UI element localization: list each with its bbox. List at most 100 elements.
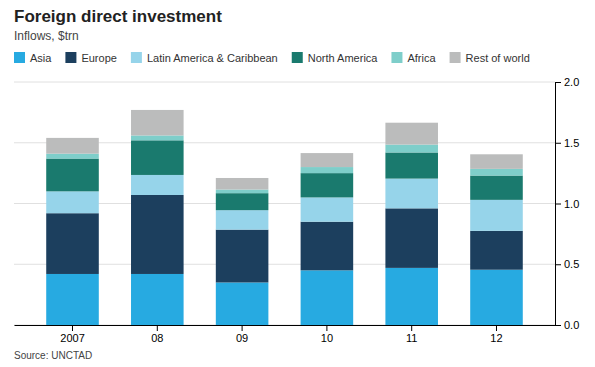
legend-swatch — [131, 52, 142, 63]
bar — [216, 193, 269, 210]
x-tick: 12 — [490, 325, 502, 344]
y-tick-mark — [555, 204, 561, 205]
legend-label: Africa — [407, 52, 436, 64]
bar — [385, 152, 438, 178]
y-tick-label: 1.5 — [564, 137, 579, 149]
legend-item: North America — [292, 52, 379, 64]
x-tick-label: 09 — [236, 332, 248, 344]
legend-swatch — [391, 52, 402, 63]
bar — [46, 191, 99, 213]
bar — [470, 231, 523, 270]
legend-swatch — [65, 52, 76, 63]
bar-series — [46, 110, 523, 190]
bar — [470, 176, 523, 200]
bar — [216, 282, 269, 325]
chart: Foreign direct investment Inflows, $trn As… — [0, 0, 595, 367]
x-axis-line — [15, 325, 556, 326]
x-axis: 2007 08 09 10 11 12 — [15, 325, 556, 344]
x-tick-mark — [157, 325, 158, 331]
bar — [131, 140, 184, 175]
bar — [385, 268, 438, 325]
y-tick-label: 0.0 — [564, 319, 579, 331]
bar — [131, 175, 184, 195]
x-tick-label: 12 — [490, 332, 502, 344]
x-tick-mark — [496, 325, 497, 331]
y-tick: 1.0 — [555, 198, 579, 210]
x-tick-label: 08 — [151, 332, 163, 344]
legend-swatch — [14, 52, 25, 63]
bar — [216, 210, 269, 229]
bar — [385, 145, 438, 153]
legend-swatch — [450, 52, 461, 63]
x-tick-mark — [326, 325, 327, 331]
bar — [46, 274, 99, 325]
y-tick-mark — [555, 325, 561, 326]
legend-label: Asia — [30, 52, 52, 64]
bar — [131, 135, 184, 140]
bar — [131, 110, 184, 136]
x-tick: 2007 — [60, 325, 84, 344]
y-tick: 0.0 — [555, 319, 579, 331]
bar — [385, 208, 438, 268]
bar — [46, 138, 99, 154]
legend-label: North America — [308, 52, 379, 64]
bar — [470, 270, 523, 325]
grid — [14, 82, 555, 325]
legend-item: Rest of world — [450, 52, 530, 64]
bar — [470, 200, 523, 231]
bar — [46, 159, 99, 192]
bar-series — [46, 195, 523, 282]
bars — [46, 110, 523, 325]
title: Foreign direct investment — [14, 7, 222, 26]
bar — [301, 173, 354, 197]
bar — [301, 167, 354, 173]
bar — [470, 169, 523, 176]
bar — [301, 197, 354, 221]
bar-series — [46, 140, 523, 210]
subtitle: Inflows, $trn — [14, 29, 79, 43]
x-tick-label: 10 — [321, 332, 333, 344]
y-tick-mark — [555, 143, 561, 144]
bar — [216, 190, 269, 194]
legend: Asia Europe Latin America & Caribbean North… — [14, 52, 530, 64]
legend-item: Asia — [14, 52, 52, 64]
bar — [301, 270, 354, 325]
y-axis: 0.0 0.5 1.0 1.5 2.0 — [555, 76, 579, 331]
y-tick-mark — [555, 264, 561, 265]
bar — [131, 195, 184, 274]
bar — [216, 178, 269, 190]
legend-item: Africa — [391, 52, 436, 64]
y-tick: 1.5 — [555, 137, 579, 149]
x-tick-mark — [72, 325, 73, 331]
y-tick-label: 1.0 — [564, 198, 579, 210]
x-tick: 10 — [321, 325, 333, 344]
bar-series — [46, 135, 523, 193]
x-tick-mark — [411, 325, 412, 331]
plot: 2007 08 09 10 11 12 0.0 0.5 1.0 1.5 2.0 — [14, 76, 579, 344]
bar — [385, 179, 438, 209]
bar-series — [46, 268, 523, 325]
x-tick: 09 — [236, 325, 248, 344]
y-tick: 2.0 — [555, 76, 579, 88]
legend-label: Rest of world — [466, 52, 530, 64]
bar — [46, 213, 99, 274]
bar — [301, 222, 354, 271]
bar — [301, 153, 354, 167]
legend-label: Latin America & Caribbean — [147, 52, 278, 64]
y-tick-label: 0.5 — [564, 258, 579, 270]
legend-item: Europe — [65, 52, 116, 64]
legend-label: Europe — [81, 52, 116, 64]
bar — [131, 274, 184, 325]
y-tick: 0.5 — [555, 258, 579, 270]
x-tick: 08 — [151, 325, 163, 344]
bar-series — [46, 175, 523, 231]
legend-swatch — [292, 52, 303, 63]
y-tick-mark — [555, 82, 561, 83]
x-tick-label: 2007 — [60, 332, 84, 344]
bar — [46, 154, 99, 159]
source: Source: UNCTAD — [14, 350, 92, 361]
bar — [470, 154, 523, 169]
x-tick-label: 11 — [406, 332, 417, 344]
y-tick-label: 2.0 — [564, 76, 579, 88]
x-tick-mark — [242, 325, 243, 331]
